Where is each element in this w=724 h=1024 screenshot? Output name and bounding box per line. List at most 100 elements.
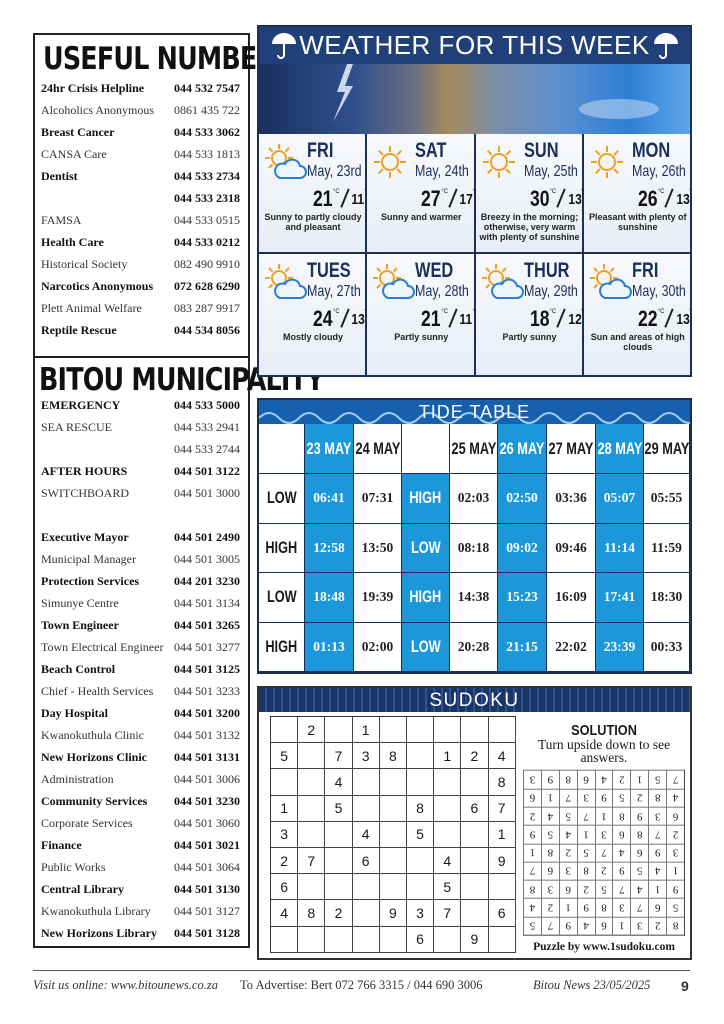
weather-icon [587,142,633,184]
temperature: 21°C11°C [313,186,371,212]
date-label: 23 MAY [306,438,352,458]
solution-digit: 8 [601,901,607,914]
temperature: 24°C13°C [313,306,371,332]
forecast-description: Sunny to partly cloudy and pleasant [264,212,362,232]
sudoku-cell [325,847,353,875]
tide-time: 17:41 [603,589,636,605]
sudoku-cell: 1 [488,821,516,848]
solution-digit: 3 [619,901,625,914]
contact-name: Kwanokuthula Clinic [41,728,144,742]
tide-time: 07:31 [361,490,394,506]
solution-cell: 4 [630,879,649,899]
contact-number: 044 201 3230 [174,574,240,588]
sudoku-cell [325,926,353,953]
solution-cell: 9 [612,861,631,880]
solution-cell: 5 [666,898,685,917]
contact-number: 044 533 3062 [174,125,240,139]
solution-digit: 7 [601,846,607,859]
sudoku-cell [325,821,353,848]
sudoku-digit: 5 [334,800,343,817]
solution-digit: 3 [529,773,536,786]
solution-cell: 2 [612,770,631,789]
solution-cell: 8 [558,770,577,789]
solution-digit: 9 [547,773,554,786]
footer-issue: Bitou News 23/05/2025 [533,978,651,992]
sudoku-digit: 9 [497,852,506,869]
forecast-description: Sun and areas of high clouds [590,332,685,352]
sudoku-cell: 8 [298,900,326,927]
icon-glyph [482,264,523,298]
sudoku-cell: 2 [461,743,489,770]
icon-glyph [373,264,414,298]
sudoku-cell: 6 [461,795,489,822]
icon-glyph [483,146,515,178]
solution-cell: 9 [523,824,541,844]
sudoku-digit: 5 [280,747,288,764]
tide-header [259,400,690,424]
solution-digit: 4 [672,791,679,804]
day-date: May, 24th [415,163,470,180]
header-cell [402,424,450,474]
temp-low: 12 [568,311,582,328]
date-header: 27 MAY [547,424,596,474]
solution-digit: 9 [619,865,625,878]
tide-type: HIGH [259,523,305,573]
contact-number: 044 533 1813 [174,147,240,161]
contact-number: 044 501 3134 [174,596,240,610]
contact-number: 044 501 3130 [174,882,240,896]
tide-time-cell: 07:31 [354,474,402,524]
footer-advertise: To Advertise: Bert 072 766 3315 / 044 69… [240,978,483,992]
solution-cell: 5 [612,788,631,807]
tide-label: LOW [266,587,297,607]
day-name: TUES [307,259,351,282]
sudoku-digit: 6 [470,800,479,817]
day-name: FRI [307,139,334,162]
sudoku-digit: 7 [334,747,343,764]
contact-number: 044 501 3131 [174,750,240,764]
solution-cell: 9 [558,916,577,935]
sudoku-digit: 8 [388,747,397,764]
sudoku-title: SUDOKU [429,690,520,711]
wave-art [259,412,690,424]
contact-number: 0861 435 722 [174,103,240,117]
tide-time-cell: 22:02 [547,622,596,672]
contact-number: 044 501 3265 [174,618,240,632]
sudoku-cell [461,821,489,848]
date-label: 25 MAY [451,438,496,458]
tide-type: HIGH [259,622,305,672]
contact-name: Town Electrical Engineer [41,640,164,654]
icon-glyph [590,264,631,298]
solution-cell: 7 [666,770,685,789]
sudoku-cell: 7 [325,743,353,770]
solution-cell: 1 [523,843,541,862]
solution-cell: 7 [523,861,541,880]
solution-digit: 4 [601,773,607,786]
solution-digit: 6 [547,865,554,878]
temp-low: 13 [351,311,365,328]
weather-icon [370,142,416,184]
solution-cell: 5 [594,879,613,899]
sudoku-cell [488,926,516,953]
date-label: 27 MAY [548,438,594,458]
tide-time: 05:55 [650,490,683,506]
icon-glyph [374,146,406,178]
temp-low: 13 [676,191,690,208]
temp-unit: °C [688,309,692,315]
sudoku-digit: 2 [470,747,479,764]
solution-digit: 7 [565,791,571,804]
temp-high: 22 [637,306,658,331]
weather-icon [262,262,308,304]
solution-cell: 5 [558,806,577,825]
day-date: May, 28th [415,283,470,300]
solution-digit: 5 [654,773,661,786]
sudoku-cell [461,847,489,875]
tide-time: 09:46 [555,539,587,555]
sudoku-cell: 6 [488,900,516,927]
solution-digit: 6 [672,810,679,823]
solution-cell: 8 [523,879,541,899]
solution-cell: 6 [666,806,685,825]
weather-header [259,27,690,64]
sudoku-cell: 4 [271,900,299,927]
